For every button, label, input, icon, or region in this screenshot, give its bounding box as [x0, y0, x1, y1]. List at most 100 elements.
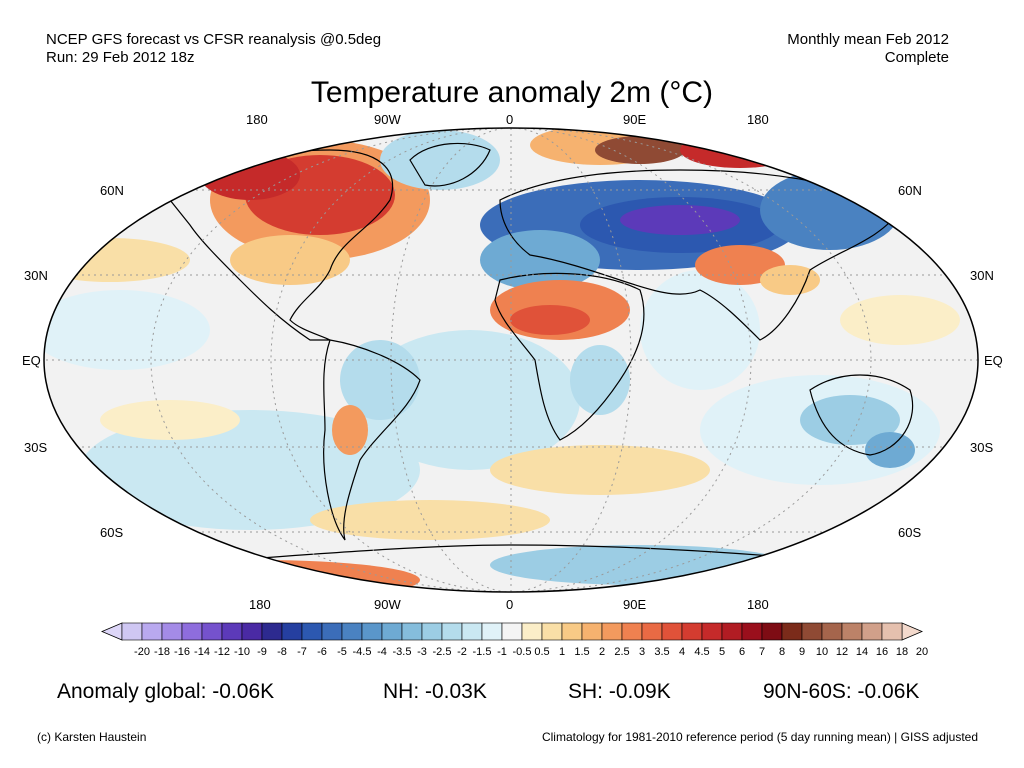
- colorbar-tick-label: 4: [678, 646, 686, 658]
- colorbar-tick-label: -16: [174, 646, 190, 658]
- colorbar-swatch: [581, 622, 603, 641]
- colorbar-tick-label: 9: [798, 646, 806, 658]
- colorbar-swatch: [521, 622, 543, 641]
- colorbar-tick-label: -5: [337, 646, 347, 658]
- colorbar-swatch: [221, 622, 243, 641]
- colorbar-swatch: [281, 622, 303, 641]
- lat-label-right-60n: 60N: [898, 183, 922, 198]
- stat-polar: 90N-60S: -0.06K: [763, 680, 920, 703]
- colorbar-tick-label: 2.5: [614, 646, 630, 658]
- lon-label-top-180e: 180: [747, 112, 769, 127]
- colorbar-tick-label: 3.5: [654, 646, 670, 658]
- lon-label-bottom-90w: 90W: [374, 597, 401, 612]
- lat-label-right-30n: 30N: [970, 268, 994, 283]
- colorbar-tick-label: -6: [317, 646, 327, 658]
- colorbar-swatch: [841, 622, 863, 641]
- colorbar-tick-label: 6: [738, 646, 746, 658]
- run-description: NCEP GFS forecast vs CFSR reanalysis @0.…: [46, 31, 382, 48]
- colorbar-tick-label: 14: [855, 646, 869, 658]
- colorbar-swatch: [761, 622, 783, 641]
- colorbar-swatch: [261, 622, 283, 641]
- colorbar-tick-label: -0.5: [512, 646, 532, 658]
- colorbar-tick-label: -12: [214, 646, 230, 658]
- colorbar-tick-label: 7: [758, 646, 766, 658]
- colorbar-tick-label: 4.5: [694, 646, 710, 658]
- colorbar-swatch: [741, 622, 763, 641]
- colorbar-tick-label: 16: [875, 646, 889, 658]
- colorbar-tick-label: -3: [417, 646, 427, 658]
- colorbar-tick-label: 5: [718, 646, 726, 658]
- colorbar-swatch: [401, 622, 423, 641]
- colorbar-swatch: [701, 622, 723, 641]
- colorbar-tick-label: 3: [638, 646, 646, 658]
- colorbar-right-arrow: [901, 622, 924, 641]
- colorbar-tick-label: 2: [598, 646, 606, 658]
- colorbar-tick-label: -7: [297, 646, 307, 658]
- lon-label-bottom-90e: 90E: [623, 597, 647, 612]
- colorbar-swatch: [561, 622, 583, 641]
- colorbar-swatch: [881, 622, 903, 641]
- colorbar-tick-label: -8: [277, 646, 287, 658]
- lon-label-top-0: 0: [506, 112, 514, 127]
- colorbar-tick-label: -14: [194, 646, 210, 658]
- colorbar-swatch: [381, 622, 403, 641]
- colorbar-swatch: [441, 622, 463, 641]
- lon-label-top-90w: 90W: [374, 112, 401, 127]
- colorbar-tick-label: -2: [457, 646, 467, 658]
- globe-outline: [43, 127, 979, 593]
- run-time: Run: 29 Feb 2012 18z: [46, 49, 195, 66]
- map-title: Temperature anomaly 2m (°C): [310, 76, 714, 109]
- colorbar-tick-label: 1.5: [574, 646, 590, 658]
- lon-label-top-90e: 90E: [623, 112, 647, 127]
- colorbar-tick-label: -2.5: [432, 646, 452, 658]
- lon-label-bottom-180w: 180: [249, 597, 271, 612]
- colorbar-swatch: [421, 622, 443, 641]
- colorbar-swatch: [721, 622, 743, 641]
- colorbar-tick-label: -3.5: [392, 646, 412, 658]
- lat-label-left-60s: 60S: [100, 525, 124, 540]
- colorbar-swatch: [861, 622, 883, 641]
- colorbar-swatch: [821, 622, 843, 641]
- lat-label-left-60n: 60N: [100, 183, 124, 198]
- colorbar-swatch: [501, 622, 523, 641]
- colorbar-swatch: [601, 622, 623, 641]
- colorbar-swatch: [781, 622, 803, 641]
- colorbar-swatch: [201, 622, 223, 641]
- colorbar-tick-label: -9: [257, 646, 267, 658]
- colorbar-tick-label: -4: [377, 646, 387, 658]
- status-label: Complete: [884, 49, 949, 66]
- lat-label-right-eq: EQ: [984, 353, 1003, 368]
- colorbar-swatch: [321, 622, 343, 641]
- colorbar-tick-label: -18: [154, 646, 170, 658]
- colorbar-tick-label: 10: [815, 646, 829, 658]
- anomaly-field: [44, 128, 978, 592]
- colorbar-swatch: [621, 622, 643, 641]
- colorbar-tick-label: -1.5: [472, 646, 492, 658]
- colorbar-left-arrow: [100, 622, 123, 641]
- colorbar-swatch: [641, 622, 663, 641]
- credit-text: (c) Karsten Haustein: [37, 730, 147, 744]
- colorbar-swatch: [681, 622, 703, 641]
- stat-sh: SH: -0.09K: [568, 680, 671, 703]
- lat-label-left-30n: 30N: [24, 268, 48, 283]
- colorbar-swatch: [121, 622, 143, 641]
- lon-label-bottom-180e: 180: [747, 597, 769, 612]
- colorbar-swatch: [541, 622, 563, 641]
- colorbar-tick-label: -4.5: [352, 646, 372, 658]
- colorbar-tick-label: -10: [234, 646, 250, 658]
- colorbar-tick-label: 18: [895, 646, 909, 658]
- lat-label-left-eq: EQ: [22, 353, 41, 368]
- stat-nh: NH: -0.03K: [383, 680, 487, 703]
- lat-label-right-30s: 30S: [970, 440, 994, 455]
- lat-label-right-60s: 60S: [898, 525, 922, 540]
- colorbar-swatch: [481, 622, 503, 641]
- colorbar-tick-label: 8: [778, 646, 786, 658]
- colorbar-tick-label: -20: [134, 646, 150, 658]
- stat-global: Anomaly global: -0.06K: [57, 680, 275, 703]
- colorbar-tick-label: 20: [915, 646, 929, 658]
- colorbar-swatch: [241, 622, 263, 641]
- colorbar-tick-label: 0.5: [534, 646, 550, 658]
- colorbar-tick-label: 12: [835, 646, 849, 658]
